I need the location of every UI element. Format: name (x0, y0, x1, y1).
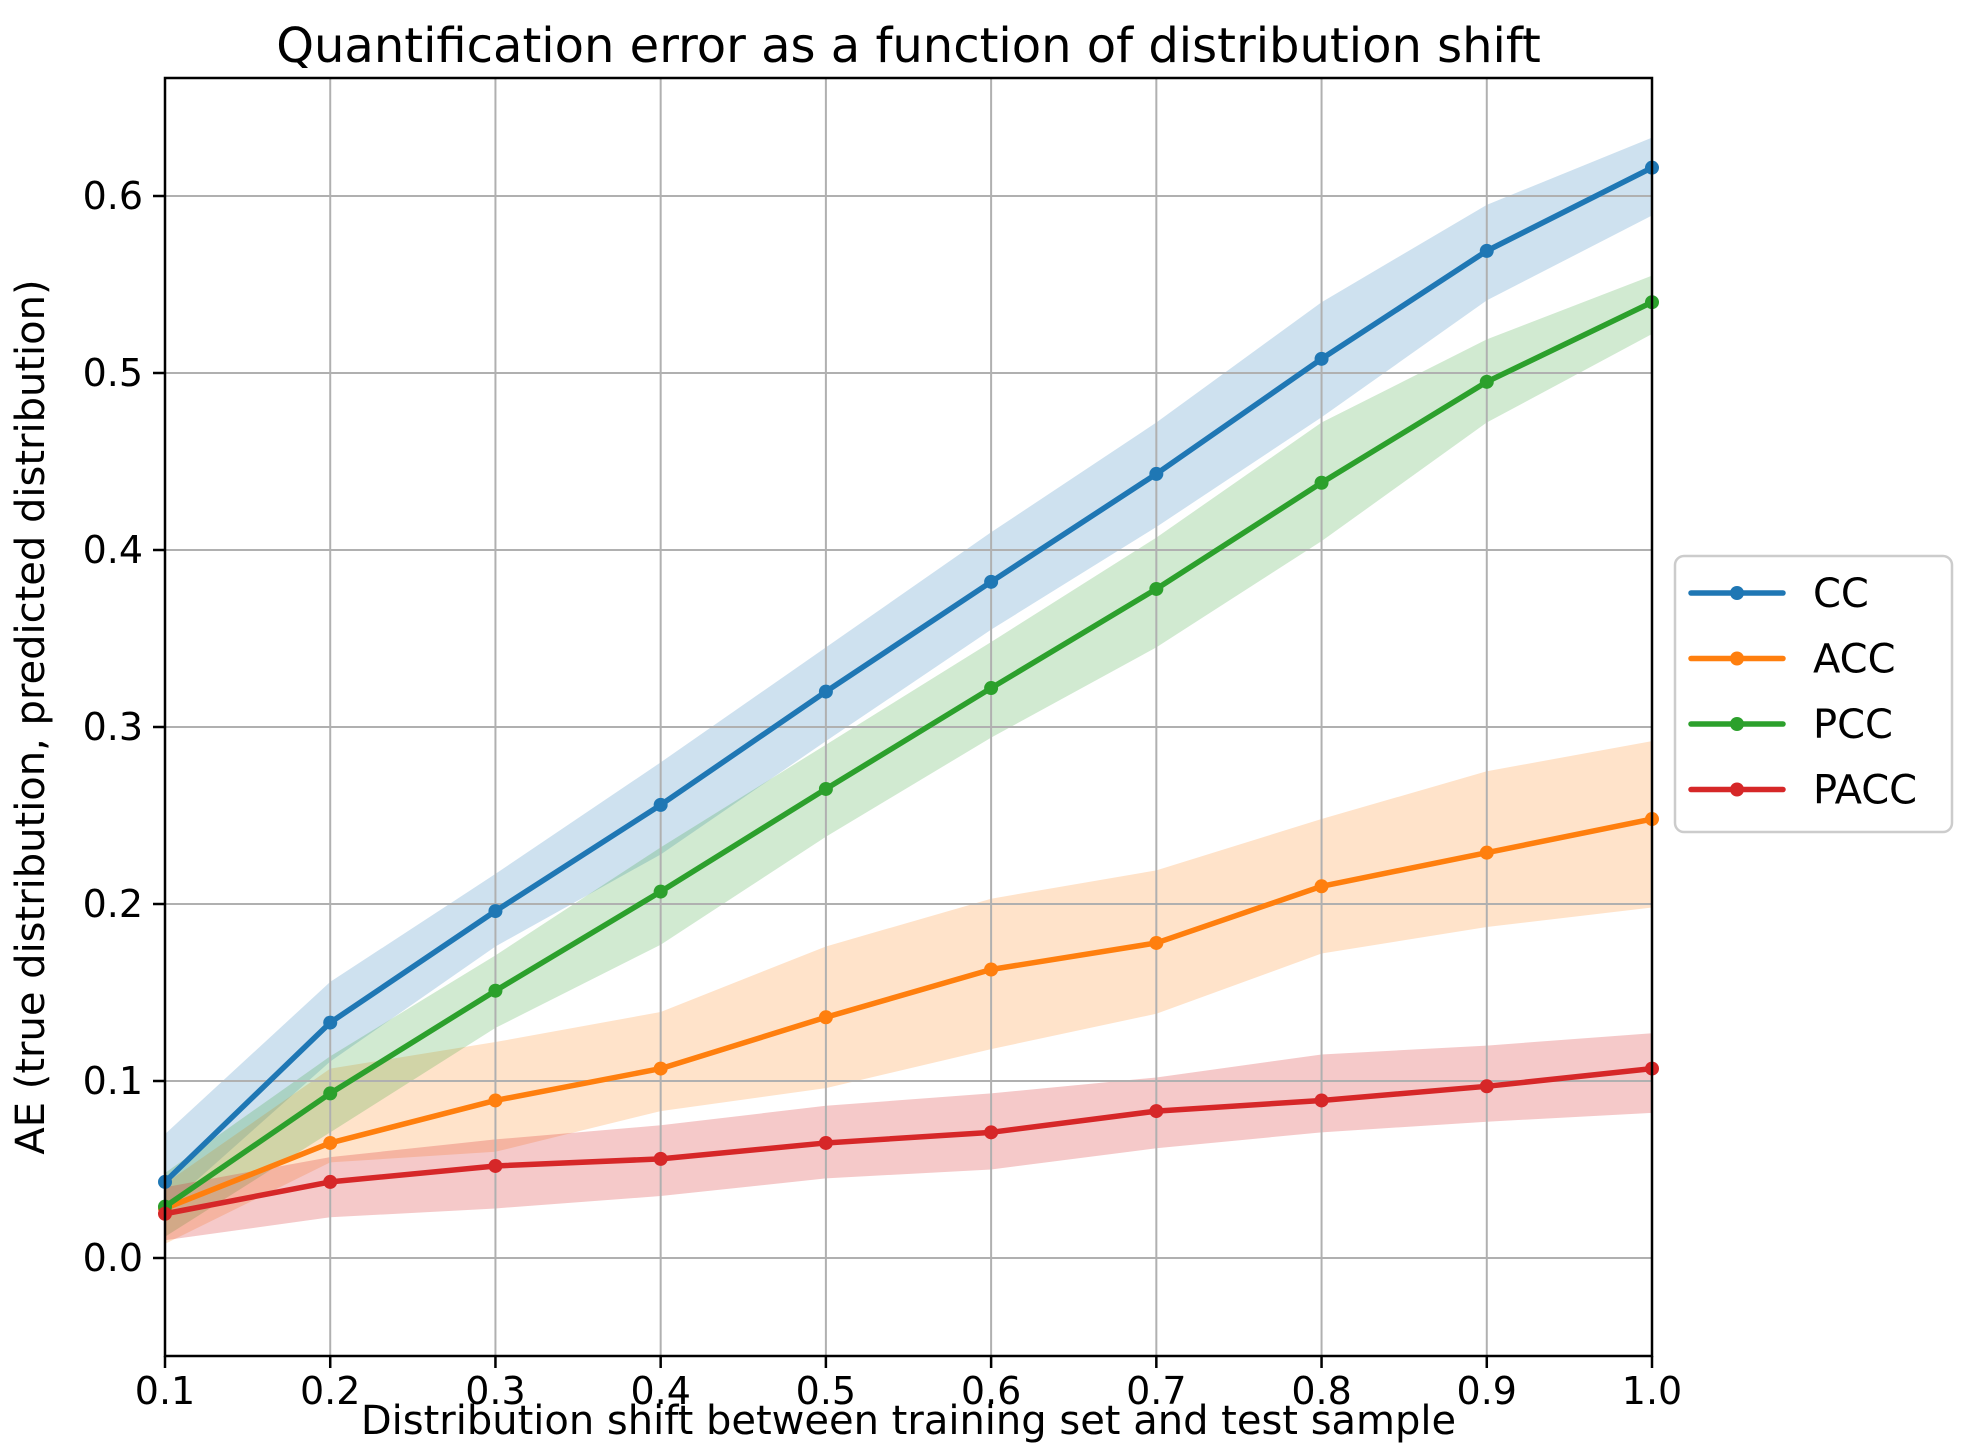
y-tick-label: 0.0 (83, 1236, 143, 1280)
marker-cc (1149, 466, 1164, 481)
marker-acc (488, 1093, 503, 1108)
series-cc (158, 160, 1659, 1189)
legend-item-pcc: PCC (1688, 702, 1893, 748)
y-tick-label: 0.3 (83, 705, 143, 749)
x-tick-label: 0.1 (135, 1369, 195, 1413)
x-tick-label: 0.8 (1291, 1369, 1351, 1413)
line-pacc (162, 1065, 1655, 1217)
legend-label: CC (1813, 571, 1869, 617)
marker-acc (1479, 845, 1494, 860)
marker-pacc (1314, 1093, 1329, 1108)
y-tick-labels: 0.0 0.1 0.2 0.3 0.4 0.5 0.6 (83, 174, 143, 1280)
legend-box (1673, 554, 1954, 834)
legend-label: PACC (1813, 768, 1917, 814)
y-tick-label: 0.1 (83, 1059, 143, 1103)
y-tick-label: 0.2 (83, 882, 143, 926)
y-tick-label: 0.6 (83, 174, 143, 218)
x-tick-label: 0.7 (1126, 1369, 1186, 1413)
marker-pcc (1314, 475, 1329, 490)
x-tick-label: 1.0 (1622, 1369, 1682, 1413)
marker-pcc (323, 1086, 338, 1101)
band-cc (165, 137, 1652, 1209)
legend-marker-sample (1730, 651, 1744, 666)
line-pcc (162, 299, 1655, 1210)
legend-item-pacc: PACC (1688, 768, 1917, 814)
marker-cc (984, 574, 999, 589)
plot-frame (163, 76, 1654, 1358)
x-tick-labels: 0.1 0.2 0.3 0.4 0.5 0.6 0.7 0.8 0.9 1.0 (135, 1369, 1682, 1413)
marker-acc (984, 962, 999, 977)
legend-marker-sample (1730, 586, 1744, 600)
marker-pacc (1149, 1104, 1164, 1119)
x-tick-label: 0.4 (630, 1369, 690, 1413)
marker-cc (653, 797, 668, 812)
series-pacc (158, 1061, 1659, 1221)
marker-acc (818, 1010, 833, 1025)
legend-marker-sample (1730, 717, 1744, 731)
legend-label: ACC (1813, 637, 1896, 683)
marker-cc (323, 1015, 338, 1030)
marker-pcc (1149, 581, 1164, 596)
x-tick-label: 0.3 (465, 1369, 525, 1413)
marker-acc (1314, 879, 1329, 894)
legend-item-acc: ACC (1688, 637, 1896, 683)
tick-marks (153, 194, 1654, 1368)
marker-pacc (818, 1135, 833, 1150)
y-tick-label: 0.5 (83, 351, 143, 395)
marker-acc (1149, 935, 1164, 950)
marker-cc (1314, 351, 1329, 366)
x-tick-label: 0.9 (1457, 1369, 1517, 1413)
marker-pacc (984, 1125, 999, 1140)
marker-pacc (488, 1158, 503, 1173)
band-pcc (165, 275, 1652, 1237)
marker-cc (488, 904, 503, 919)
marker-acc (653, 1061, 668, 1076)
legend-item-cc: CC (1688, 571, 1869, 617)
legend-marker-sample (1730, 782, 1744, 797)
x-tick-label: 0.5 (796, 1369, 856, 1413)
marker-pcc (488, 983, 503, 998)
line-cc (162, 164, 1655, 1185)
chart-title: Quantification error as a function of di… (276, 18, 1541, 74)
x-tick-label: 0.6 (961, 1369, 1021, 1413)
marker-cc (1479, 243, 1494, 258)
marker-pcc (1479, 374, 1494, 389)
x-axis-label: Distribution shift between training set … (361, 1398, 1456, 1444)
marker-pcc (984, 681, 999, 696)
marker-pacc (653, 1151, 668, 1166)
y-tick-label: 0.4 (83, 528, 143, 572)
marker-cc (818, 684, 833, 699)
marker-pacc (323, 1174, 338, 1189)
marker-acc (323, 1135, 338, 1150)
marker-pcc (818, 781, 833, 796)
x-tick-label: 0.2 (300, 1369, 360, 1413)
legend-label: PCC (1813, 702, 1893, 748)
y-axis-label: AE (true distribution, predicted distrib… (8, 279, 54, 1154)
legend: CC ACC PCC PACC (1673, 554, 1954, 834)
line-acc (162, 816, 1655, 1212)
plot-area (165, 78, 1652, 1356)
marker-pacc (1479, 1079, 1494, 1094)
marker-pcc (653, 884, 668, 899)
